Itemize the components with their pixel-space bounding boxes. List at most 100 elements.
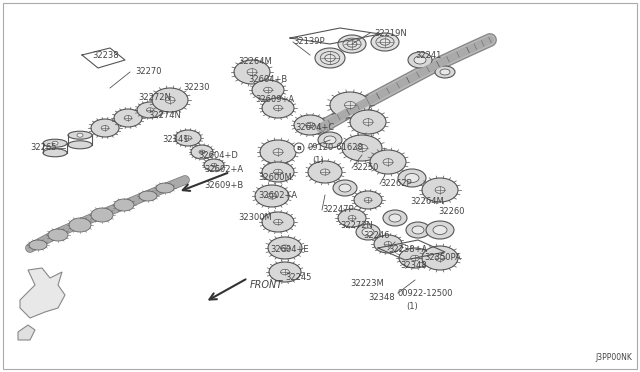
Text: J3PP00NK: J3PP00NK bbox=[595, 353, 632, 362]
Ellipse shape bbox=[389, 214, 401, 222]
Ellipse shape bbox=[330, 92, 370, 118]
Text: 32604+E: 32604+E bbox=[270, 246, 308, 254]
Ellipse shape bbox=[211, 163, 217, 167]
Ellipse shape bbox=[269, 262, 301, 282]
Ellipse shape bbox=[324, 136, 336, 144]
Ellipse shape bbox=[422, 178, 458, 202]
Ellipse shape bbox=[262, 212, 294, 232]
Text: 32604+D: 32604+D bbox=[198, 151, 238, 160]
Ellipse shape bbox=[422, 246, 458, 270]
Ellipse shape bbox=[184, 136, 191, 140]
Ellipse shape bbox=[414, 56, 426, 64]
Ellipse shape bbox=[383, 159, 393, 165]
Text: 32246: 32246 bbox=[363, 231, 390, 241]
Ellipse shape bbox=[435, 187, 445, 193]
Ellipse shape bbox=[43, 139, 67, 147]
Ellipse shape bbox=[68, 141, 92, 149]
Ellipse shape bbox=[43, 149, 67, 157]
Ellipse shape bbox=[268, 237, 302, 259]
Text: 00922-12500: 00922-12500 bbox=[398, 289, 454, 298]
Ellipse shape bbox=[435, 255, 445, 261]
Ellipse shape bbox=[364, 198, 372, 202]
Ellipse shape bbox=[268, 193, 276, 199]
Ellipse shape bbox=[342, 135, 382, 161]
Ellipse shape bbox=[411, 255, 419, 261]
Ellipse shape bbox=[350, 110, 386, 134]
Ellipse shape bbox=[124, 116, 132, 121]
Circle shape bbox=[294, 143, 304, 153]
Text: 32265: 32265 bbox=[30, 144, 56, 153]
Ellipse shape bbox=[426, 221, 454, 239]
Text: 32602+A: 32602+A bbox=[258, 192, 297, 201]
Ellipse shape bbox=[398, 169, 426, 187]
Ellipse shape bbox=[344, 102, 355, 109]
Ellipse shape bbox=[333, 180, 357, 196]
Ellipse shape bbox=[114, 109, 142, 127]
Ellipse shape bbox=[260, 140, 296, 164]
Ellipse shape bbox=[280, 245, 290, 251]
Text: 32139P: 32139P bbox=[293, 38, 324, 46]
Ellipse shape bbox=[204, 159, 224, 171]
Ellipse shape bbox=[69, 218, 91, 232]
Ellipse shape bbox=[156, 183, 174, 193]
Ellipse shape bbox=[165, 97, 175, 103]
Ellipse shape bbox=[114, 199, 134, 211]
Text: 32264M: 32264M bbox=[410, 198, 444, 206]
Ellipse shape bbox=[338, 209, 366, 227]
Ellipse shape bbox=[363, 119, 373, 125]
Ellipse shape bbox=[306, 122, 314, 128]
Ellipse shape bbox=[356, 144, 367, 151]
Ellipse shape bbox=[294, 115, 326, 135]
Ellipse shape bbox=[262, 162, 294, 182]
Ellipse shape bbox=[405, 173, 419, 183]
Ellipse shape bbox=[412, 226, 424, 234]
Polygon shape bbox=[20, 268, 65, 318]
Ellipse shape bbox=[175, 130, 201, 146]
Text: 32270: 32270 bbox=[135, 67, 161, 77]
Ellipse shape bbox=[348, 215, 356, 221]
Ellipse shape bbox=[362, 228, 374, 236]
Text: 32241: 32241 bbox=[415, 51, 442, 61]
Ellipse shape bbox=[440, 69, 450, 75]
Ellipse shape bbox=[101, 125, 109, 131]
Ellipse shape bbox=[318, 132, 342, 148]
Ellipse shape bbox=[315, 48, 345, 68]
Text: 32604+B: 32604+B bbox=[248, 76, 287, 84]
Text: 32272N: 32272N bbox=[138, 93, 171, 102]
Ellipse shape bbox=[147, 108, 154, 112]
Ellipse shape bbox=[356, 224, 380, 240]
Text: 32247P: 32247P bbox=[322, 205, 354, 215]
Ellipse shape bbox=[29, 240, 47, 250]
Ellipse shape bbox=[139, 191, 157, 201]
Text: 32264M: 32264M bbox=[238, 58, 272, 67]
Ellipse shape bbox=[339, 184, 351, 192]
Ellipse shape bbox=[384, 241, 392, 247]
Ellipse shape bbox=[264, 87, 273, 93]
Ellipse shape bbox=[247, 69, 257, 75]
Ellipse shape bbox=[374, 235, 402, 253]
Ellipse shape bbox=[406, 222, 430, 238]
Ellipse shape bbox=[91, 208, 113, 222]
Ellipse shape bbox=[280, 269, 289, 275]
Ellipse shape bbox=[354, 191, 382, 209]
Ellipse shape bbox=[371, 33, 399, 51]
Text: 32245: 32245 bbox=[285, 273, 312, 282]
Text: 32260: 32260 bbox=[438, 208, 465, 217]
Text: 32262P: 32262P bbox=[380, 180, 412, 189]
Ellipse shape bbox=[370, 150, 406, 174]
Ellipse shape bbox=[383, 210, 407, 226]
Ellipse shape bbox=[77, 133, 83, 137]
Ellipse shape bbox=[152, 88, 188, 112]
Text: 32219N: 32219N bbox=[374, 29, 407, 38]
Text: 32223M: 32223M bbox=[350, 279, 384, 288]
Text: 32250: 32250 bbox=[352, 164, 378, 173]
Ellipse shape bbox=[273, 149, 283, 155]
Ellipse shape bbox=[380, 39, 390, 45]
Ellipse shape bbox=[262, 98, 294, 118]
Ellipse shape bbox=[255, 185, 289, 207]
Ellipse shape bbox=[52, 141, 58, 145]
Ellipse shape bbox=[274, 169, 282, 175]
Text: 32274N: 32274N bbox=[148, 112, 181, 121]
Ellipse shape bbox=[252, 80, 284, 100]
Polygon shape bbox=[18, 325, 35, 340]
